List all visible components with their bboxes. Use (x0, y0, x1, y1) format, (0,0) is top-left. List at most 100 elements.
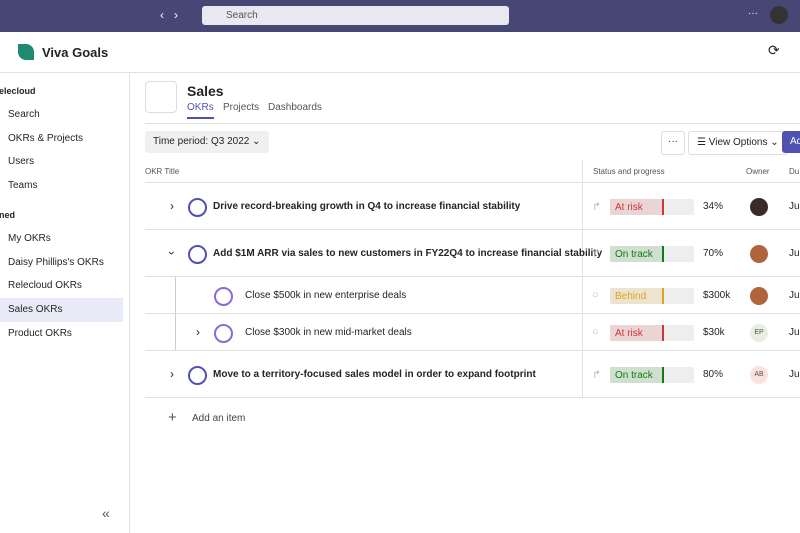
owner-avatar (750, 197, 768, 216)
add-button-label: Ad (790, 136, 800, 147)
due-date: Ju (789, 368, 800, 380)
column-header: Status and progress (593, 167, 665, 176)
progress: 70% (703, 247, 724, 259)
nav-label: OKRs & Projects (8, 132, 84, 144)
chevron[interactable]: › (196, 324, 200, 339)
nav-item[interactable]: Daisy Phillips's OKRs (0, 251, 123, 275)
chevron[interactable]: › (170, 366, 174, 381)
chevron[interactable]: › (165, 250, 179, 255)
progress: $30k (703, 326, 725, 338)
okr-title: Drive record-breaking growth in Q4 to in… (213, 200, 521, 212)
status-fill (610, 287, 664, 304)
nav-label: Sales OKRs (8, 303, 63, 315)
sales-icon (145, 81, 177, 113)
owner-avatar (750, 286, 768, 305)
progress: 80% (703, 368, 724, 380)
add-icon[interactable]: + (168, 409, 177, 426)
top-bar: ‹ › Search ··· (0, 0, 800, 32)
status-fill (610, 245, 664, 262)
time-period-label: Time period: Q3 2022 (153, 136, 250, 147)
okr-row[interactable]: › Add $1M ARR via sales to new customers … (145, 229, 800, 277)
nav-item[interactable]: Search (0, 103, 123, 127)
due-date: Ju (789, 289, 800, 301)
okr-icon (188, 197, 207, 217)
progress: $300k (703, 289, 731, 301)
app-name: Viva Goals (42, 45, 109, 60)
chevron[interactable]: › (170, 198, 174, 213)
refresh[interactable]: ⟳ (768, 42, 780, 58)
okr-icon (188, 244, 207, 264)
nav-label: Teams (8, 180, 38, 192)
column-header: Owner (746, 167, 770, 176)
okr-table: OKR Title Status and progress Owner Du › Driv… (145, 160, 800, 460)
okr-row[interactable]: › Close $300k in new mid-market deals ○ At … (145, 313, 800, 351)
status-arrow: ↱ (592, 247, 602, 260)
nav-label: Users (8, 156, 35, 168)
add-item[interactable]: Add an item (192, 413, 246, 424)
okr-icon (214, 323, 233, 343)
status-label: Behind (615, 290, 647, 302)
status-bar: Behind (610, 287, 694, 304)
nav-back[interactable]: ‹ › (160, 8, 178, 22)
tree-line (175, 314, 176, 351)
status-label: On track (615, 369, 653, 381)
view-options-label: View Options (708, 137, 768, 148)
status-label: At risk (615, 327, 643, 339)
okr-row[interactable]: › Drive record-breaking growth in Q4 to i… (145, 182, 800, 230)
column-header: OKR Title (145, 167, 180, 176)
add-button[interactable]: Ad (782, 131, 800, 153)
tab[interactable]: OKRs (187, 102, 214, 119)
nav-item[interactable]: Teams (0, 174, 123, 198)
nav-item[interactable]: OKRs & Projects (0, 127, 123, 151)
more-options[interactable]: ··· (661, 131, 685, 155)
status-fill (610, 198, 664, 215)
nav-item[interactable]: Product OKRs (0, 322, 123, 346)
time-period[interactable]: Time period: Q3 2022 ⌄ (145, 131, 269, 153)
column-divider (582, 160, 583, 397)
okr-title: Close $300k in new mid-market deals (245, 326, 412, 338)
more[interactable]: ··· (748, 8, 758, 19)
column-header: Du (789, 167, 800, 176)
due-date: Ju (789, 200, 800, 212)
nav-label: My OKRs (8, 232, 51, 244)
status-label: On track (615, 248, 653, 260)
okr-row[interactable]: Close $500k in new enterprise deals ○ Behi… (145, 276, 800, 314)
progress: 34% (703, 200, 724, 212)
nav-item[interactable]: My OKRs (0, 227, 123, 251)
collapse[interactable]: « (102, 505, 110, 521)
app-header: Viva Goals ⟳ (0, 32, 800, 73)
nav-label: Search (8, 109, 40, 120)
avatar[interactable] (770, 6, 788, 24)
status-arrow: ○ (592, 288, 599, 301)
tree-line (175, 277, 176, 314)
status-bar: On track (610, 245, 694, 262)
due-date: Ju (789, 326, 800, 338)
nav-item[interactable]: Users (0, 150, 123, 174)
search-placeholder: Search (226, 10, 258, 21)
okr-row[interactable]: › Move to a territory-focused sales model… (145, 350, 800, 398)
nav-label: Daisy Phillips's OKRs (8, 256, 104, 268)
owner-avatar (750, 244, 768, 263)
sidebar: « elecloud Search OKRs & Projects Users Team… (0, 73, 130, 533)
owner-avatar: EP (750, 323, 768, 342)
okr-title: Move to a territory-focused sales model … (213, 368, 536, 380)
nav-item[interactable]: Sales OKRs (0, 297, 123, 322)
tab[interactable]: Projects (223, 102, 260, 113)
status-label: At risk (615, 201, 643, 213)
nav-item[interactable]: Relecloud OKRs (0, 274, 123, 298)
nav-label: Product OKRs (8, 327, 72, 339)
status-fill (610, 324, 664, 341)
page-title: Sales (187, 83, 224, 99)
divider (145, 123, 800, 124)
view-options[interactable]: ☰ View Options ⌄ (688, 131, 788, 155)
logo (18, 44, 34, 60)
section-title: ned (0, 209, 16, 220)
okr-icon (214, 286, 233, 306)
search-box[interactable]: Search (202, 6, 509, 25)
okr-icon (188, 365, 207, 385)
tab[interactable]: Dashboards (268, 102, 322, 113)
status-arrow: ↱ (592, 368, 602, 381)
status-bar: On track (610, 366, 694, 383)
due-date: Ju (789, 247, 800, 259)
